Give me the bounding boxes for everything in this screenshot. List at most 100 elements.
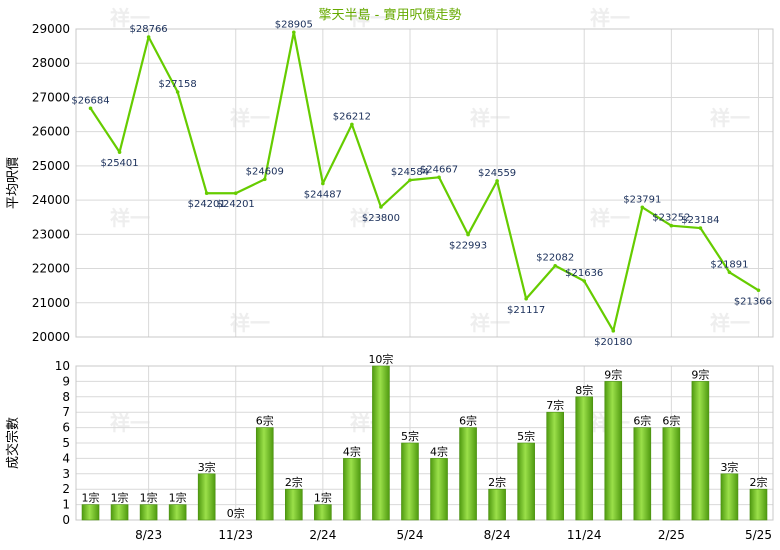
price-point bbox=[437, 175, 441, 180]
volume-bar bbox=[488, 488, 506, 521]
volume-y-tick: 3 bbox=[62, 467, 70, 481]
volume-bar-label: 3宗 bbox=[198, 460, 216, 474]
volume-bar bbox=[633, 427, 652, 521]
volume-plot-frame bbox=[75, 365, 774, 521]
volume-bar bbox=[604, 381, 623, 521]
price-y-tick: 25000 bbox=[32, 159, 70, 173]
price-data-label: $23800 bbox=[362, 213, 400, 224]
volume-bar bbox=[575, 396, 594, 521]
x-tick-label: 11/23 bbox=[218, 528, 253, 542]
price-point bbox=[88, 106, 93, 111]
price-y-tick: 28000 bbox=[32, 56, 70, 70]
volume-bar bbox=[546, 411, 564, 521]
volume-bar-label: 1宗 bbox=[111, 491, 129, 505]
price-data-label: $23184 bbox=[681, 215, 719, 226]
price-y-tick: 24000 bbox=[32, 193, 70, 207]
volume-y-axis-label: 成交宗數 bbox=[5, 417, 21, 469]
price-data-label: $26684 bbox=[71, 95, 109, 106]
volume-bar bbox=[691, 381, 710, 521]
price-point bbox=[640, 205, 645, 210]
x-tick-label: 8/23 bbox=[135, 528, 162, 542]
volume-bar bbox=[662, 427, 681, 521]
price-point bbox=[756, 288, 761, 293]
volume-y-tick: 7 bbox=[62, 405, 70, 419]
watermark-glyph: 祥一 bbox=[470, 106, 510, 130]
price-point bbox=[611, 329, 616, 333]
volume-bar-label: 6宗 bbox=[459, 414, 477, 428]
watermark-glyph: 祥一 bbox=[230, 106, 270, 130]
watermark-glyph: 祥一 bbox=[350, 206, 390, 230]
price-point bbox=[553, 263, 557, 268]
price-point bbox=[582, 279, 587, 283]
watermark-glyph: 祥一 bbox=[110, 6, 150, 30]
volume-bar-chart: 01 23 456 78 910 成交宗數 1宗 1宗 1宗 1宗 3宗 0宗 6宗 2宗 1宗 4宗 10… bbox=[5, 352, 774, 542]
price-data-label: $24559 bbox=[478, 168, 516, 179]
volume-bar bbox=[401, 442, 419, 521]
x-tick-label: 2/25 bbox=[658, 528, 685, 542]
volume-bar-label: 4宗 bbox=[430, 444, 448, 458]
price-data-label: $23252 bbox=[652, 213, 690, 224]
price-y-tick: 26000 bbox=[32, 125, 70, 139]
price-data-label: $24201 bbox=[188, 199, 226, 210]
price-point bbox=[408, 178, 412, 182]
price-y-axis-label: 平均呎價 bbox=[6, 157, 21, 209]
price-data-label: $28766 bbox=[130, 24, 168, 35]
price-point bbox=[321, 181, 325, 186]
price-point bbox=[292, 30, 296, 35]
price-plot-frame bbox=[75, 28, 774, 338]
price-point bbox=[727, 270, 732, 275]
volume-bar-label: 9宗 bbox=[604, 367, 622, 381]
price-data-label: $25401 bbox=[100, 158, 138, 169]
volume-bar-label: 1宗 bbox=[140, 491, 158, 505]
price-point bbox=[524, 296, 528, 301]
price-point bbox=[698, 226, 703, 230]
price-y-tick: 23000 bbox=[32, 227, 70, 241]
price-point bbox=[350, 122, 354, 127]
volume-bar bbox=[314, 504, 332, 521]
x-tick-label: 5/25 bbox=[745, 528, 772, 542]
price-data-label: $21366 bbox=[734, 296, 772, 307]
price-point bbox=[117, 150, 122, 154]
price-data-label: $24487 bbox=[304, 189, 342, 200]
volume-bar-label: 2宗 bbox=[749, 475, 767, 489]
volume-bar-label: 7宗 bbox=[546, 398, 564, 412]
volume-y-tick: 5 bbox=[62, 436, 70, 450]
volume-bar bbox=[372, 365, 390, 521]
volume-bar bbox=[255, 427, 274, 521]
watermark-glyph: 祥一 bbox=[230, 311, 270, 335]
volume-bar bbox=[343, 458, 361, 521]
volume-bar bbox=[430, 458, 448, 521]
volume-bar-label: 8宗 bbox=[575, 383, 593, 397]
volume-bar-label: 6宗 bbox=[633, 414, 651, 428]
volume-y-tick: 8 bbox=[62, 390, 70, 404]
price-data-label: $22993 bbox=[449, 241, 487, 252]
x-tick-label: 5/24 bbox=[397, 528, 424, 542]
price-point bbox=[669, 223, 674, 228]
volume-bar bbox=[197, 473, 216, 521]
watermark-glyph: 祥一 bbox=[710, 311, 750, 335]
volume-bar-label: 3宗 bbox=[720, 460, 738, 474]
volume-bar bbox=[720, 473, 739, 521]
x-tick-label: 11/24 bbox=[567, 528, 602, 542]
watermark-glyph: 祥一 bbox=[710, 106, 750, 130]
price-data-label: $24667 bbox=[420, 164, 458, 175]
volume-y-tick: 4 bbox=[62, 451, 70, 465]
watermark-glyph: 祥一 bbox=[110, 206, 150, 230]
watermark-glyph: 祥一 bbox=[590, 206, 630, 230]
price-data-label: $24201 bbox=[217, 199, 255, 210]
price-line-chart: 20000 21000 22000 23000 24000 25000 26000 27000… bbox=[6, 19, 774, 348]
chart-title: 擎天半島 - 實用呎價走勢 bbox=[319, 7, 462, 23]
volume-y-tick: 1 bbox=[62, 498, 70, 512]
volume-bar-label: 5宗 bbox=[401, 429, 419, 443]
price-data-label: $21117 bbox=[507, 305, 545, 316]
watermark-glyph: 祥一 bbox=[470, 311, 510, 335]
volume-y-tick: 0 bbox=[62, 513, 70, 527]
volume-bar-label: 2宗 bbox=[488, 475, 506, 489]
volume-bar-label: 1宗 bbox=[314, 491, 332, 505]
volume-y-tick: 6 bbox=[62, 421, 70, 435]
price-y-tick: 20000 bbox=[32, 330, 70, 344]
volume-bar-label: 6宗 bbox=[662, 414, 680, 428]
price-point bbox=[146, 35, 151, 39]
watermark-glyph: 祥一 bbox=[350, 6, 390, 30]
